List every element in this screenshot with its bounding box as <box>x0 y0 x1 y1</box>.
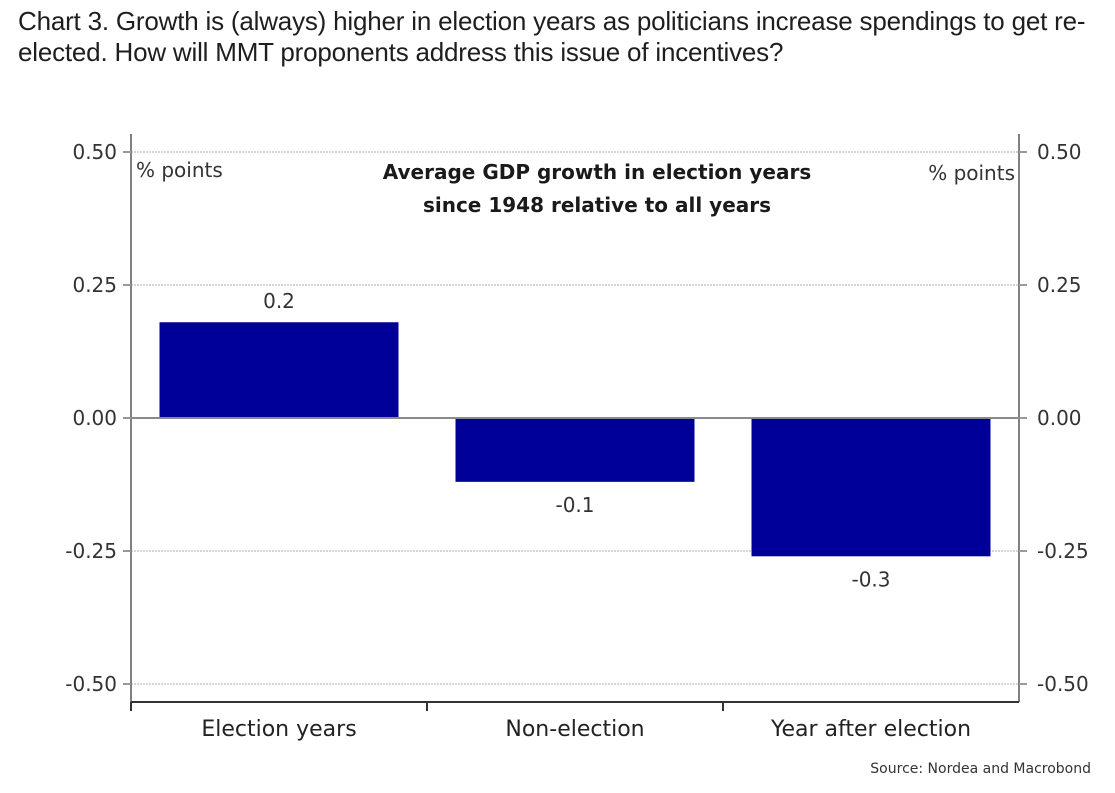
left-y-tick-label: -0.25 <box>65 539 117 563</box>
chart-title-line-1: Average GDP growth in election years <box>383 160 812 184</box>
right-y-tick-label: 0.25 <box>1037 273 1082 297</box>
left-axis-unit-label: % points <box>136 158 223 182</box>
left-y-tick-label: 0.50 <box>72 140 117 164</box>
data-label: 0.2 <box>263 289 295 313</box>
data-label: -0.1 <box>555 493 594 517</box>
x-category-label: Year after election <box>770 717 971 742</box>
left-y-tick-label: -0.50 <box>65 672 117 696</box>
axes <box>130 134 1020 703</box>
bar-election-years <box>159 322 399 418</box>
bar-year-after-election <box>751 418 991 557</box>
bars <box>159 322 991 557</box>
source-note: Source: Nordea and Macrobond <box>870 761 1091 777</box>
right-y-tick-label: -0.25 <box>1037 539 1089 563</box>
ticks <box>123 151 1027 711</box>
left-y-tick-label: 0.25 <box>72 273 117 297</box>
x-category-label: Non-election <box>505 717 644 742</box>
x-category-label: Election years <box>201 717 356 742</box>
right-y-tick-label: 0.00 <box>1037 406 1082 430</box>
chart-headline: Chart 3. Growth is (always) higher in el… <box>18 6 1086 67</box>
left-y-tick-label: 0.00 <box>72 406 117 430</box>
right-y-tick-label: -0.50 <box>1037 672 1089 696</box>
bar-non-election <box>455 418 695 482</box>
right-axis-unit-label: % points <box>928 161 1015 185</box>
chart-title-line-2: since 1948 relative to all years <box>423 193 771 217</box>
data-label: -0.3 <box>851 567 890 591</box>
labels: 0.50 0.50 0.25 0.25 0.00 0.00 -0.25 -0.25 -0.50 -… <box>65 140 1089 742</box>
right-y-tick-label: 0.50 <box>1037 140 1082 164</box>
